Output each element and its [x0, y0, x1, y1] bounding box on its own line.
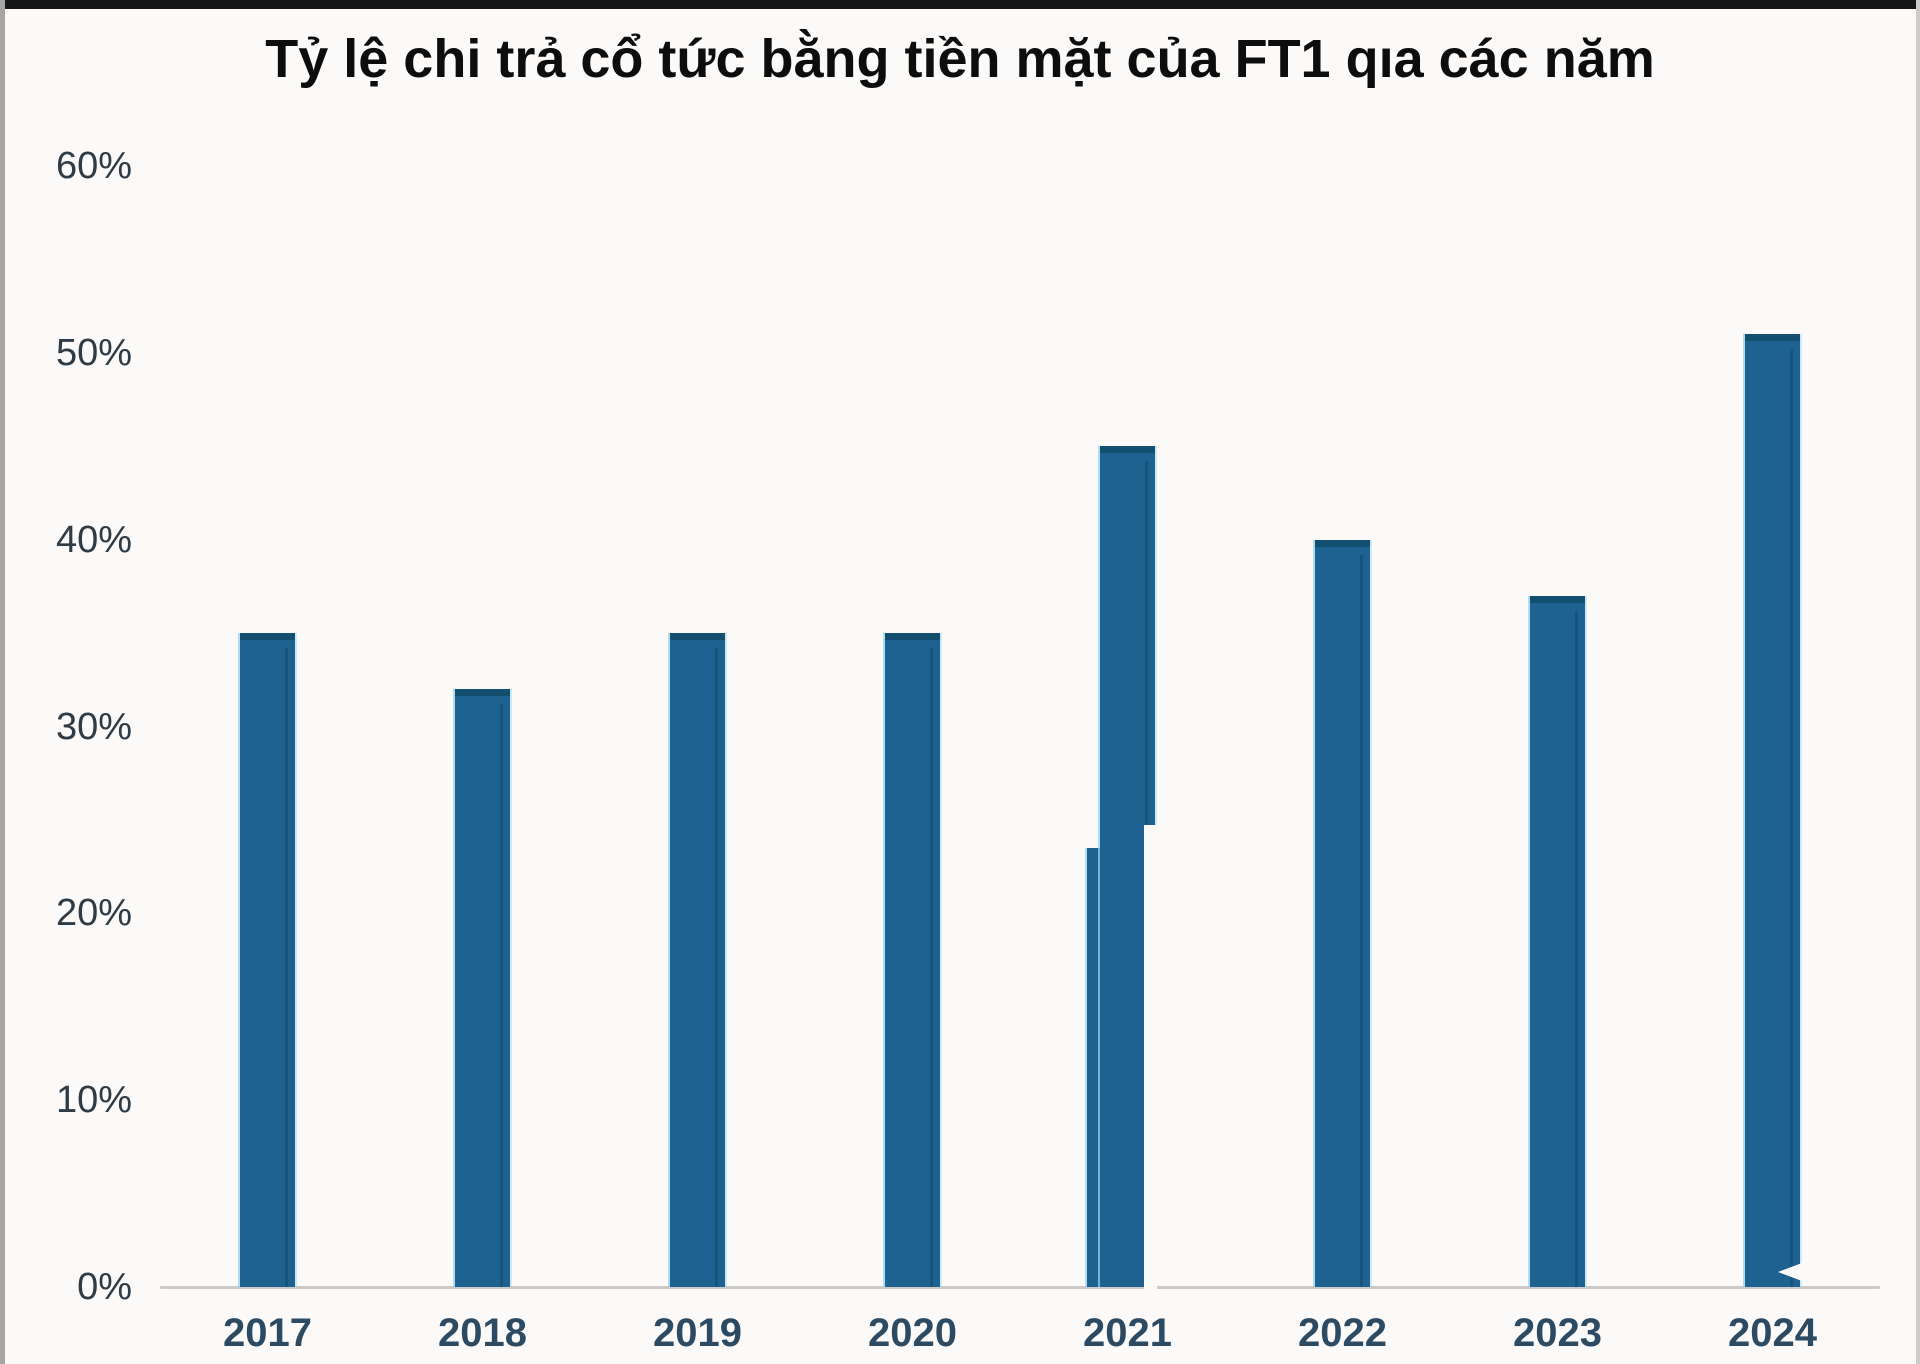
- bar-2018: [455, 689, 510, 1287]
- bar-shading-line: [500, 704, 503, 1287]
- x-axis-tick-label-2022: 2022: [1298, 1311, 1387, 1355]
- x-axis-tick-label-2018: 2018: [438, 1311, 527, 1355]
- x-axis-tick-label-2017: 2017: [223, 1311, 312, 1355]
- right-border-strip: [1916, 0, 1920, 1364]
- y-axis-tick-label: 10%: [55, 1079, 132, 1122]
- y-axis-tick-label: 20%: [55, 892, 132, 935]
- x-axis-tick-label-2021: 2021: [1083, 1311, 1172, 1355]
- bar-2017: [240, 633, 295, 1287]
- bar-shading-line: [1790, 349, 1793, 1287]
- bar-shading-line: [1360, 554, 1363, 1287]
- bar-shading-line: [285, 648, 288, 1287]
- bar-shading-line: [1575, 610, 1578, 1287]
- y-axis-tick-label: 0%: [77, 1266, 132, 1308]
- x-axis-tick-label-2024: 2024: [1728, 1311, 1817, 1355]
- bar-2023: [1530, 595, 1585, 1287]
- bar-render-artifact-sliver: [1087, 848, 1100, 1287]
- bar-shading-line: [715, 648, 718, 1287]
- bar-2024: [1745, 334, 1802, 1287]
- bar-2020: [885, 633, 940, 1287]
- bar-render-artifact-step: [1144, 825, 1157, 1294]
- x-axis-tick-label-2020: 2020: [868, 1311, 957, 1355]
- y-axis-tick-label: 50%: [55, 332, 132, 374]
- y-axis-tick-label: 30%: [55, 705, 132, 748]
- chart-title: Tỷ lệ chi trả cổ tức bằng tiền mặt của F…: [265, 29, 1655, 89]
- x-axis-tick-label-2019: 2019: [653, 1311, 742, 1355]
- top-border-strip: [0, 0, 1920, 9]
- bar-render-artifact-notch: [1778, 1262, 1802, 1281]
- left-border-strip: [0, 0, 5, 1364]
- bar-2019: [670, 633, 725, 1287]
- x-axis-line: [160, 1286, 1880, 1289]
- y-axis-tick-label: 40%: [55, 518, 132, 561]
- x-axis-tick-label-2023: 2023: [1513, 1311, 1602, 1355]
- bar-shading-line: [930, 648, 933, 1287]
- bar-2022: [1315, 539, 1370, 1287]
- bar-2021: [1100, 446, 1157, 1294]
- y-axis-tick-label: 60%: [55, 145, 132, 188]
